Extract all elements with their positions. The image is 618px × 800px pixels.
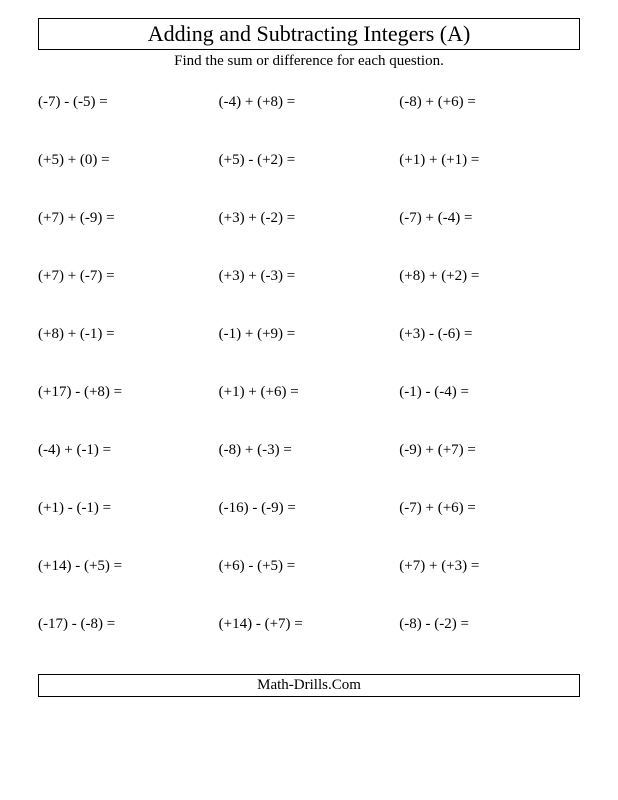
- problem-cell: (-4) + (+8) =: [219, 94, 400, 111]
- problem-row: (+8) + (-1) =(-1) + (+9) =(+3) - (-6) =: [38, 326, 580, 343]
- footer-text: Math-Drills.Com: [257, 677, 361, 693]
- problem-cell: (-1) - (-4) =: [399, 384, 580, 401]
- problem-row: (+14) - (+5) =(+6) - (+5) =(+7) + (+3) =: [38, 558, 580, 575]
- subtitle: Find the sum or difference for each ques…: [38, 53, 580, 70]
- problem-row: (-4) + (-1) =(-8) + (-3) =(-9) + (+7) =: [38, 442, 580, 459]
- problem-cell: (+14) - (+7) =: [219, 616, 400, 633]
- problem-row: (-7) - (-5) =(-4) + (+8) =(-8) + (+6) =: [38, 94, 580, 111]
- problem-cell: (-7) + (-4) =: [399, 210, 580, 227]
- problem-cell: (-8) + (-3) =: [219, 442, 400, 459]
- page-title: Adding and Subtracting Integers (A): [39, 21, 579, 47]
- footer-box: Math-Drills.Com: [38, 674, 580, 697]
- problem-row: (+1) - (-1) =(-16) - (-9) =(-7) + (+6) =: [38, 500, 580, 517]
- problem-cell: (+7) + (-7) =: [38, 268, 219, 285]
- problem-cell: (+1) + (+1) =: [399, 152, 580, 169]
- problem-cell: (-17) - (-8) =: [38, 616, 219, 633]
- problem-cell: (-4) + (-1) =: [38, 442, 219, 459]
- problem-cell: (-7) + (+6) =: [399, 500, 580, 517]
- problem-cell: (+14) - (+5) =: [38, 558, 219, 575]
- problem-cell: (-8) + (+6) =: [399, 94, 580, 111]
- problem-cell: (+5) - (+2) =: [219, 152, 400, 169]
- problems-grid: (-7) - (-5) =(-4) + (+8) =(-8) + (+6) =(…: [38, 94, 580, 633]
- problem-cell: (-1) + (+9) =: [219, 326, 400, 343]
- problem-row: (-17) - (-8) =(+14) - (+7) =(-8) - (-2) …: [38, 616, 580, 633]
- problem-row: (+17) - (+8) =(+1) + (+6) =(-1) - (-4) =: [38, 384, 580, 401]
- problem-cell: (+7) + (-9) =: [38, 210, 219, 227]
- problem-cell: (+7) + (+3) =: [399, 558, 580, 575]
- problem-cell: (-9) + (+7) =: [399, 442, 580, 459]
- problem-cell: (-7) - (-5) =: [38, 94, 219, 111]
- problem-cell: (+6) - (+5) =: [219, 558, 400, 575]
- problem-cell: (+17) - (+8) =: [38, 384, 219, 401]
- title-box: Adding and Subtracting Integers (A): [38, 18, 580, 50]
- problem-cell: (+8) + (+2) =: [399, 268, 580, 285]
- problem-cell: (-8) - (-2) =: [399, 616, 580, 633]
- problem-cell: (+3) + (-3) =: [219, 268, 400, 285]
- problem-cell: (+8) + (-1) =: [38, 326, 219, 343]
- problem-row: (+7) + (-9) =(+3) + (-2) =(-7) + (-4) =: [38, 210, 580, 227]
- problem-cell: (+1) - (-1) =: [38, 500, 219, 517]
- problem-cell: (+3) + (-2) =: [219, 210, 400, 227]
- problem-cell: (+3) - (-6) =: [399, 326, 580, 343]
- problem-row: (+5) + (0) =(+5) - (+2) =(+1) + (+1) =: [38, 152, 580, 169]
- problem-cell: (-16) - (-9) =: [219, 500, 400, 517]
- problem-cell: (+1) + (+6) =: [219, 384, 400, 401]
- problem-row: (+7) + (-7) =(+3) + (-3) =(+8) + (+2) =: [38, 268, 580, 285]
- problem-cell: (+5) + (0) =: [38, 152, 219, 169]
